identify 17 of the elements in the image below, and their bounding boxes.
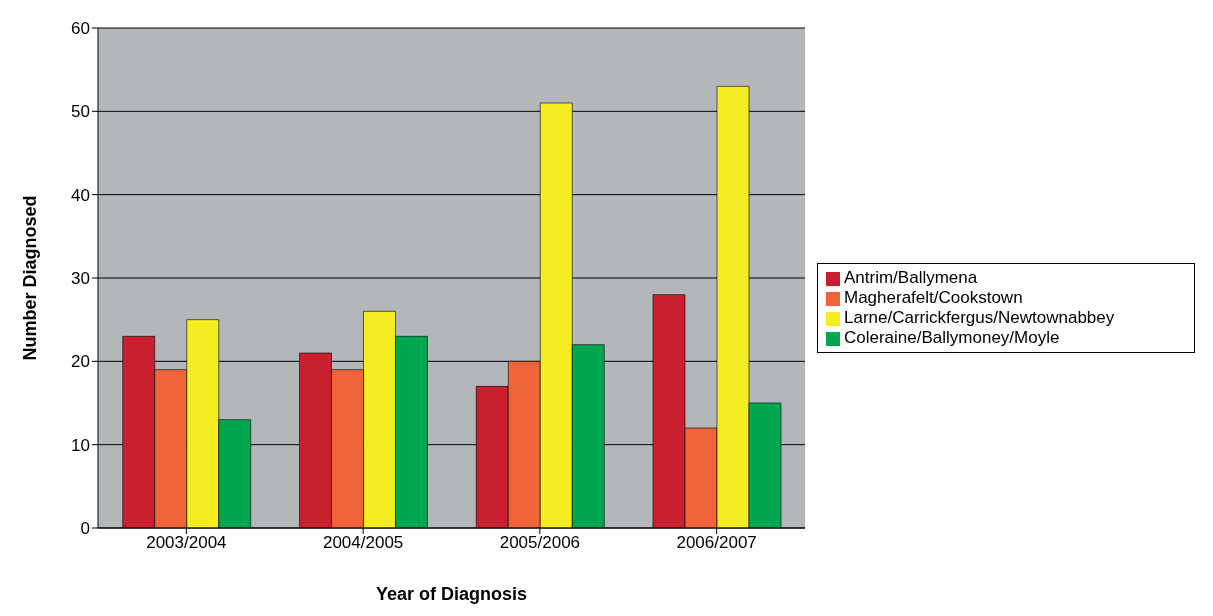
x-tick-label: 2005/2006 [499,533,581,553]
y-tick-label: 30 [71,269,90,289]
legend-label: Magherafelt/Cookstown [844,288,1023,307]
y-tick-label: 40 [71,185,90,205]
y-tick-label: 50 [71,102,90,122]
y-axis-title: Number Diagnosed [20,195,41,361]
y-tick-label: 0 [80,519,90,539]
legend-label: Antrim/Ballymena [844,268,978,287]
x-tick-label: 2003/2004 [146,533,227,553]
y-tick-label: 60 [71,19,90,39]
y-tick-label: 20 [71,352,90,372]
x-axis-title: Year of Diagnosis [375,584,528,604]
legend-label: Larne/Carrickfergus/Newtownabbey [844,308,1115,327]
x-tick-label: 2006/2007 [676,533,757,553]
y-tick-label: 10 [71,435,90,455]
x-tick-label: 2004/2005 [322,533,404,553]
legend-label: Coleraine/Ballymoney/Moyle [844,328,1060,347]
